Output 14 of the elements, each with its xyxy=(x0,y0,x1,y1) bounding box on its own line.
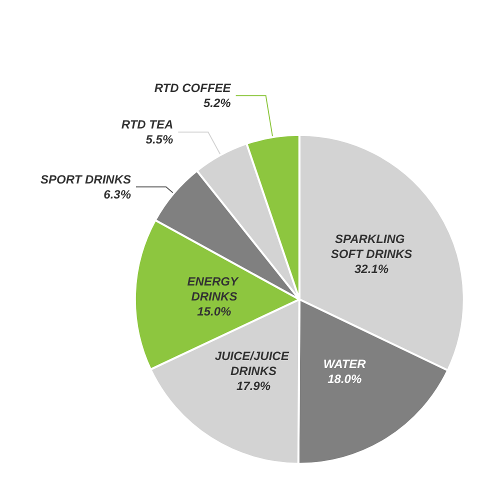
slice-label: RTD COFFEE xyxy=(154,81,232,96)
slice-label: SPORT DRINKS xyxy=(40,172,131,186)
slice-label: WATER xyxy=(323,357,366,372)
data-label: 18.0% xyxy=(328,372,362,386)
slice-label: JUICE/JUICE DRINKS xyxy=(214,349,292,378)
slice-label: ENERGY DRINKS xyxy=(187,274,242,304)
data-label: 32.1% xyxy=(354,262,389,276)
slice-label: SPARKLING SOFT DRINKS xyxy=(330,232,412,261)
data-label: 15.0% xyxy=(197,304,232,319)
data-label: 6.3% xyxy=(104,187,132,202)
data-label: 5.5% xyxy=(146,132,174,147)
slice-label: RTD TEA xyxy=(121,118,174,132)
data-label: 17.9% xyxy=(236,379,271,394)
data-label: 5.2% xyxy=(203,96,232,110)
